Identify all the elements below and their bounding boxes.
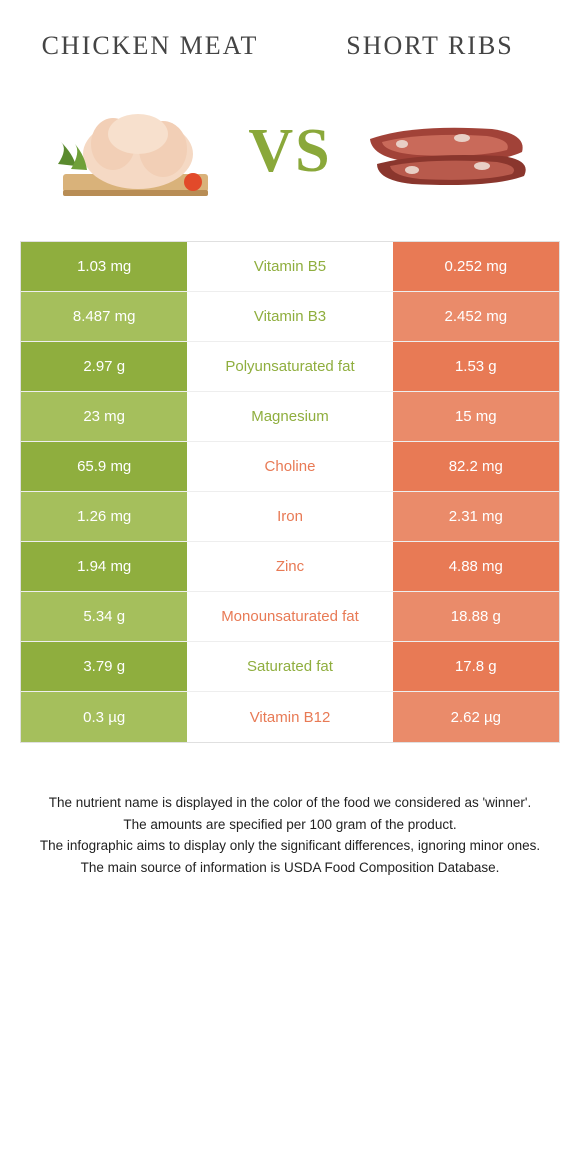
right-value: 2.452 mg xyxy=(393,292,559,341)
table-row: 0.3 µgVitamin B122.62 µg xyxy=(21,692,559,742)
nutrient-name: Zinc xyxy=(187,542,392,591)
chicken-image xyxy=(40,91,230,211)
left-food-title: Chicken meat xyxy=(40,30,260,61)
shortribs-image xyxy=(350,91,540,211)
footnote-line: The infographic aims to display only the… xyxy=(30,836,550,856)
left-value: 5.34 g xyxy=(21,592,187,641)
table-row: 1.94 mgZinc4.88 mg xyxy=(21,542,559,592)
right-value: 0.252 mg xyxy=(393,242,559,291)
right-value: 18.88 g xyxy=(393,592,559,641)
nutrient-name: Saturated fat xyxy=(187,642,392,691)
left-value: 65.9 mg xyxy=(21,442,187,491)
table-row: 8.487 mgVitamin B32.452 mg xyxy=(21,292,559,342)
table-row: 23 mgMagnesium15 mg xyxy=(21,392,559,442)
right-value: 15 mg xyxy=(393,392,559,441)
table-row: 2.97 gPolyunsaturated fat1.53 g xyxy=(21,342,559,392)
table-row: 65.9 mgCholine82.2 mg xyxy=(21,442,559,492)
left-value: 3.79 g xyxy=(21,642,187,691)
right-value: 1.53 g xyxy=(393,342,559,391)
vs-label: VS xyxy=(248,116,331,187)
left-value: 1.94 mg xyxy=(21,542,187,591)
nutrient-name: Vitamin B3 xyxy=(187,292,392,341)
nutrient-name: Vitamin B12 xyxy=(187,692,392,742)
nutrient-name: Magnesium xyxy=(187,392,392,441)
right-value: 2.62 µg xyxy=(393,692,559,742)
left-value: 1.03 mg xyxy=(21,242,187,291)
footnote-line: The amounts are specified per 100 gram o… xyxy=(30,815,550,835)
nutrient-name: Choline xyxy=(187,442,392,491)
left-value: 23 mg xyxy=(21,392,187,441)
table-row: 1.26 mgIron2.31 mg xyxy=(21,492,559,542)
nutrient-name: Monounsaturated fat xyxy=(187,592,392,641)
table-row: 5.34 gMonounsaturated fat18.88 g xyxy=(21,592,559,642)
right-value: 4.88 mg xyxy=(393,542,559,591)
table-row: 3.79 gSaturated fat17.8 g xyxy=(21,642,559,692)
left-value: 8.487 mg xyxy=(21,292,187,341)
nutrient-name: Polyunsaturated fat xyxy=(187,342,392,391)
nutrient-name: Vitamin B5 xyxy=(187,242,392,291)
right-value: 82.2 mg xyxy=(393,442,559,491)
table-row: 1.03 mgVitamin B50.252 mg xyxy=(21,242,559,292)
nutrient-name: Iron xyxy=(187,492,392,541)
right-food-title: Short ribs xyxy=(320,30,540,61)
right-value: 2.31 mg xyxy=(393,492,559,541)
footnote-line: The main source of information is USDA F… xyxy=(30,858,550,878)
right-value: 17.8 g xyxy=(393,642,559,691)
vs-row: VS xyxy=(0,71,580,241)
nutrient-table: 1.03 mgVitamin B50.252 mg8.487 mgVitamin… xyxy=(20,241,560,743)
left-value: 1.26 mg xyxy=(21,492,187,541)
footnote-line: The nutrient name is displayed in the co… xyxy=(30,793,550,813)
header: Chicken meat Short ribs xyxy=(0,0,580,71)
left-value: 0.3 µg xyxy=(21,692,187,742)
left-value: 2.97 g xyxy=(21,342,187,391)
footnotes: The nutrient name is displayed in the co… xyxy=(30,793,550,877)
